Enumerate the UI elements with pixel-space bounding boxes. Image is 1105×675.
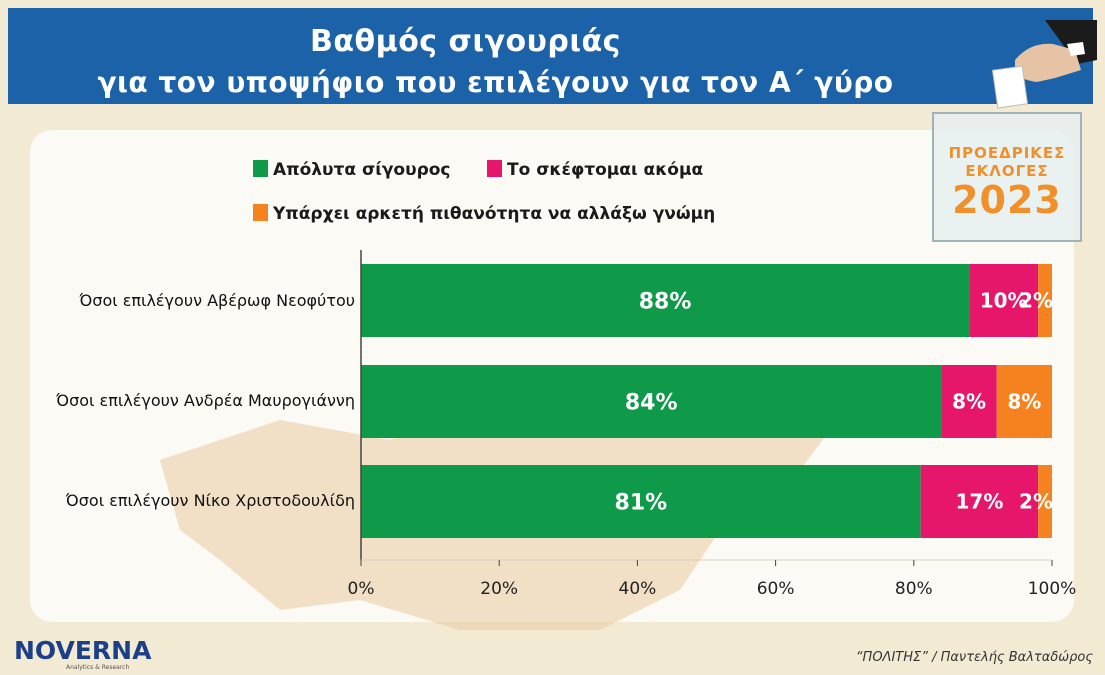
badge-line2: ΕΚΛΟΓΕΣ: [965, 162, 1049, 180]
x-tick-label-6: 100%: [1028, 579, 1077, 599]
category-label-christodoulides: Όσοι επιλέγουν Νίκο Χριστοδουλίδη: [65, 491, 355, 510]
legend-swatch-green: [253, 160, 268, 177]
chart-title-line2: για τον υποψήφιο που επιλέγουν για τον Α…: [97, 66, 894, 99]
bar-segment-1-2: [969, 264, 1039, 337]
bar-segment-3-3: [1038, 465, 1052, 538]
bar-value-label-3-1: 81%: [615, 490, 668, 515]
bar-value-label-2-2: 8%: [952, 390, 986, 414]
bar-segment-2-1: [361, 365, 942, 438]
x-tick-label-5: 80%: [895, 579, 933, 599]
badge-line1: ΠΡΟΕΔΡΙΚΕΣ: [948, 144, 1066, 162]
bar-segment-1-1: [361, 264, 970, 337]
ballot-hand-icon: [991, 20, 1097, 109]
legend-label-certain: Απόλυτα σίγουρος: [273, 160, 451, 180]
bar-value-label-3-3: 2%: [1019, 490, 1053, 514]
bar-segment-2-2: [941, 365, 997, 438]
chart-title-line1: Βαθμός σιγουριάς: [310, 24, 621, 59]
legend-label-thinking: Το σκέφτομαι ακόμα: [507, 160, 704, 180]
bar-segment-1-3: [1038, 264, 1052, 337]
bar-value-label-2-1: 84%: [625, 390, 678, 415]
bar-value-label-2-3: 8%: [1007, 390, 1041, 414]
legend-label-may-change: Υπάρχει αρκετή πιθανότητα να αλλάξω γνώμ…: [273, 204, 716, 224]
legend-item-may-change: Υπάρχει αρκετή πιθανότητα να αλλάξω γνώμ…: [253, 204, 715, 224]
x-tick-label-4: 60%: [757, 579, 795, 599]
bar-segment-3-2: [920, 465, 1039, 538]
bar-value-label-1-3: 2%: [1019, 289, 1053, 313]
bar-value-label-1-2: 10%: [980, 289, 1028, 313]
noverna-logo: NOVERNA Analytics & Research: [14, 636, 152, 671]
election-badge: ΠΡΟΕΔΡΙΚΕΣ ΕΚΛΟΓΕΣ 2023: [932, 112, 1082, 242]
x-tick-label-2: 20%: [480, 579, 518, 599]
source-credit: “ΠΟΛΙΤΗΣ” / Παντελής Βαλταδώρος: [855, 650, 1093, 665]
logo-name: NOVERNA: [14, 636, 152, 665]
category-label-averof: Όσοι επιλέγουν Αβέρωφ Νεοφύτου: [79, 291, 355, 310]
x-tick-label-3: 40%: [619, 579, 657, 599]
bar-value-label-1-1: 88%: [639, 289, 692, 314]
bar-segment-2-3: [996, 365, 1052, 438]
legend-item-certain: Απόλυτα σίγουρος: [253, 160, 451, 180]
bar-value-label-3-2: 17%: [956, 490, 1004, 514]
legend-swatch-pink: [487, 160, 502, 177]
legend-item-thinking: Το σκέφτομαι ακόμα: [487, 160, 703, 180]
legend-swatch-orange: [253, 204, 268, 221]
chart-header: Βαθμός σιγουριάς για τον υποψήφιο που επ…: [8, 8, 1093, 104]
badge-year: 2023: [952, 178, 1062, 222]
bar-segment-3-1: [361, 465, 921, 538]
x-tick-label-1: 0%: [348, 579, 375, 599]
logo-tagline: Analytics & Research: [66, 664, 130, 671]
category-label-mavrogiannis: Όσοι επιλέγουν Ανδρέα Μαυρογιάννη: [56, 391, 355, 410]
